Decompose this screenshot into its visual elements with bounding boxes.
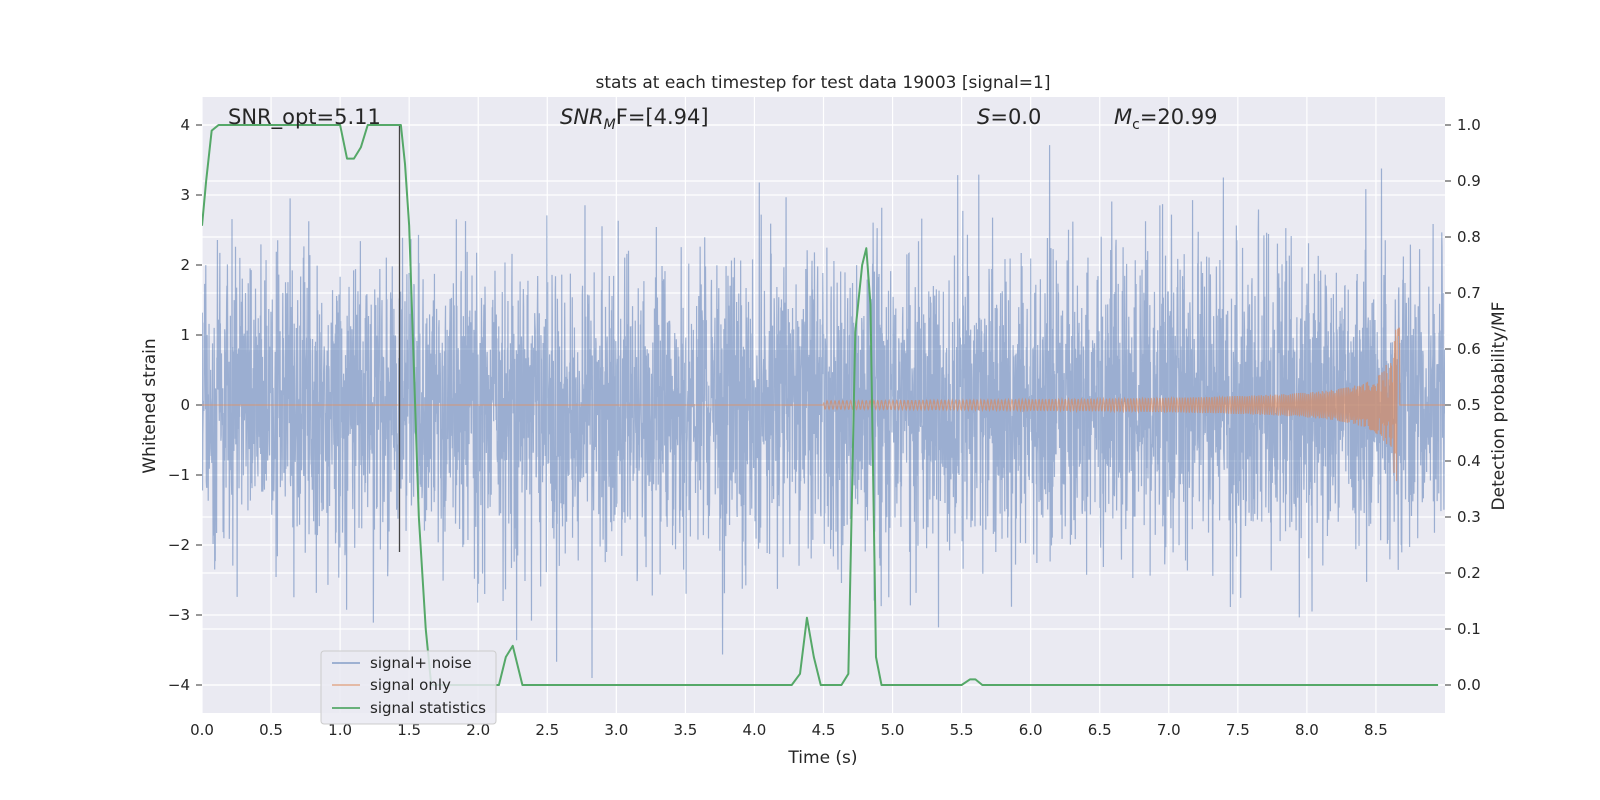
legend-label-signal-noise: signal+ noise bbox=[370, 654, 472, 672]
x-tick-label: 3.0 bbox=[604, 721, 628, 739]
series-signal-noise bbox=[202, 145, 1445, 679]
legend-label-signal-statistics: signal statistics bbox=[370, 699, 486, 717]
y-right-tick-label: 0.5 bbox=[1457, 396, 1481, 414]
legend-label-signal-only: signal only bbox=[370, 676, 451, 694]
x-tick-label: 0.5 bbox=[259, 721, 283, 739]
line-signal-noise bbox=[202, 145, 1445, 679]
annotation-snr-mf: SNRMF=[4.94] bbox=[560, 105, 709, 133]
y-right-axis-ticks: 1.0 0.9 0.8 0.7 0.6 0.5 0.4 0.3 0.2 0.1 0.0 bbox=[1445, 116, 1481, 694]
chart-title: stats at each timestep for test data 190… bbox=[596, 73, 1051, 93]
series-signal-only bbox=[202, 327, 1445, 482]
y-right-tick-label: 0.8 bbox=[1457, 228, 1481, 246]
legend-box bbox=[320, 650, 497, 725]
y-right-tick-label: 0.9 bbox=[1457, 172, 1481, 190]
y-left-tick-label: 0 bbox=[180, 396, 190, 414]
y-left-axis-ticks: 4 3 2 1 0 −1 −2 −3 −4 bbox=[168, 116, 202, 694]
y-right-tick-label: 0.6 bbox=[1457, 340, 1481, 358]
y-left-tick-label: −2 bbox=[168, 536, 190, 554]
x-tick-label: 7.0 bbox=[1157, 721, 1181, 739]
y-left-tick-label: 3 bbox=[180, 186, 190, 204]
x-tick-label: 4.0 bbox=[743, 721, 767, 739]
x-tick-label: 0.0 bbox=[190, 721, 214, 739]
y-right-tick-label: 0.2 bbox=[1457, 564, 1481, 582]
x-axis-ticks: 0.0 0.5 1.0 1.5 2.0 2.5 3.0 3.5 4.0 4.5 5.0 5.5 6.0 6… bbox=[190, 721, 1388, 739]
x-tick-label: 6.0 bbox=[1019, 721, 1043, 739]
y-right-axis-label: Detection probability/MF bbox=[1489, 302, 1509, 511]
x-tick-label: 1.5 bbox=[397, 721, 421, 739]
x-tick-label: 5.5 bbox=[950, 721, 974, 739]
y-left-tick-label: −1 bbox=[168, 466, 190, 484]
y-right-tick-label: 0.3 bbox=[1457, 508, 1481, 526]
annotation-snr-opt: SNR_opt=5.11 bbox=[228, 105, 381, 130]
y-right-tick-label: 0.0 bbox=[1457, 676, 1481, 694]
x-tick-label: 2.5 bbox=[535, 721, 559, 739]
y-right-tick-label: 0.4 bbox=[1457, 452, 1481, 470]
y-left-tick-label: −3 bbox=[168, 606, 190, 624]
x-tick-label: 6.5 bbox=[1088, 721, 1112, 739]
y-right-tick-label: 1.0 bbox=[1457, 116, 1481, 134]
x-tick-label: 8.0 bbox=[1295, 721, 1319, 739]
x-tick-label: 4.5 bbox=[812, 721, 836, 739]
x-tick-label: 2.0 bbox=[466, 721, 490, 739]
x-tick-label: 1.0 bbox=[328, 721, 352, 739]
series-signal-statistics bbox=[202, 124, 1439, 686]
legend: signal+ noise signal only signal statist… bbox=[320, 650, 497, 725]
x-axis-label: Time (s) bbox=[787, 748, 857, 768]
y-right-tick-label: 0.1 bbox=[1457, 620, 1481, 638]
y-left-axis-label: Whitened strain bbox=[140, 338, 160, 473]
y-left-tick-label: 2 bbox=[180, 256, 190, 274]
y-right-tick-label: 0.7 bbox=[1457, 284, 1481, 302]
line-signal-statistics bbox=[202, 124, 1439, 686]
x-tick-label: 5.0 bbox=[881, 721, 905, 739]
y-left-tick-label: −4 bbox=[168, 676, 190, 694]
x-tick-label: 3.5 bbox=[673, 721, 697, 739]
y-left-tick-label: 4 bbox=[180, 116, 190, 134]
annotation-mc: Mc=20.99 bbox=[1114, 105, 1218, 133]
line-signal-only bbox=[202, 327, 1445, 482]
y-left-tick-label: 1 bbox=[180, 326, 190, 344]
x-tick-label: 8.5 bbox=[1364, 721, 1388, 739]
x-tick-label: 7.5 bbox=[1226, 721, 1250, 739]
annotation-s: S=0.0 bbox=[977, 105, 1041, 129]
